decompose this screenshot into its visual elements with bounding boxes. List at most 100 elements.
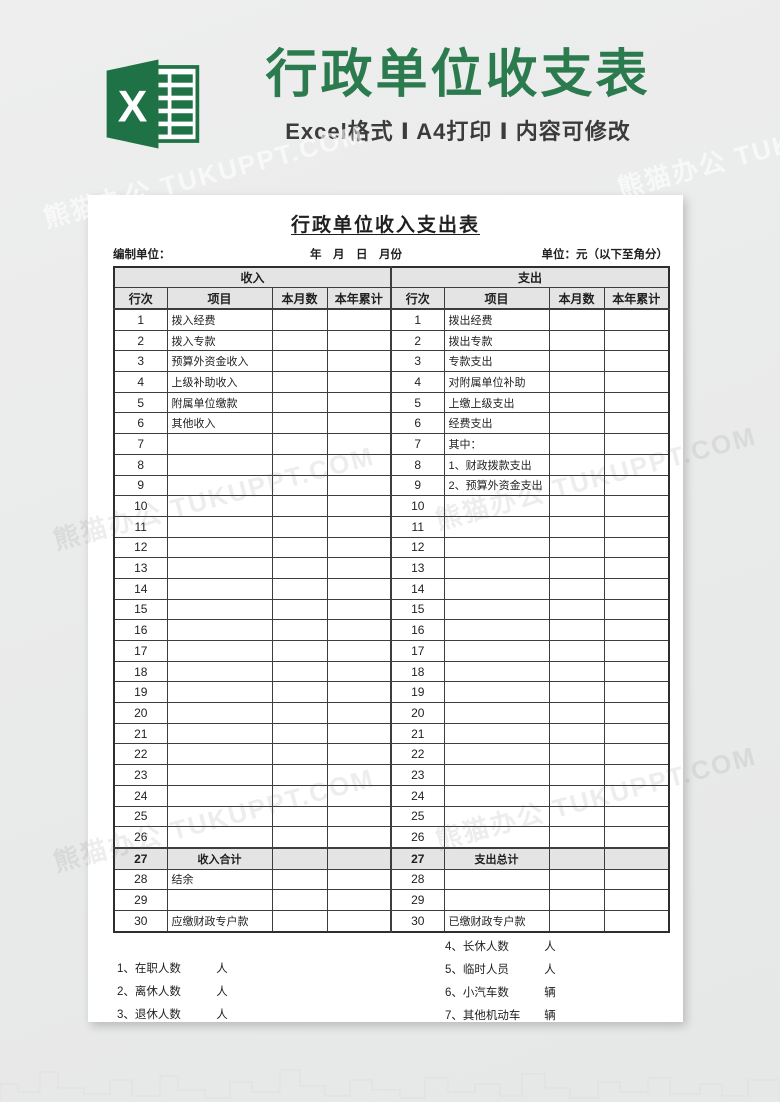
expense-ytd-cell bbox=[603, 640, 670, 662]
table-row: 18 18 bbox=[113, 660, 670, 683]
expense-month-cell bbox=[548, 702, 605, 724]
income-item-cell: 上级补助收入 bbox=[166, 371, 273, 393]
expense-month-cell bbox=[548, 764, 605, 786]
expense-section-header: 支出 bbox=[390, 266, 670, 288]
row-number-cell: 2 bbox=[113, 329, 168, 352]
row-number-cell: 14 bbox=[390, 577, 445, 600]
income-month-cell bbox=[271, 784, 328, 807]
table-row: 21 21 bbox=[113, 722, 670, 745]
income-month-cell bbox=[271, 536, 328, 559]
row-number-cell: 28 bbox=[113, 868, 168, 891]
expense-month-cell bbox=[548, 350, 605, 373]
expense-ytd-cell bbox=[603, 722, 670, 745]
table-row: 11 11 bbox=[113, 515, 670, 538]
expense-ytd-cell bbox=[603, 433, 670, 455]
table-row: 16 16 bbox=[113, 619, 670, 641]
expense-item-cell: 拨出经费 bbox=[443, 308, 550, 331]
expense-ytd-cell bbox=[603, 329, 670, 352]
income-month-cell bbox=[271, 577, 328, 600]
expense-ytd-cell bbox=[603, 515, 670, 538]
table-row: 28 结余 28 bbox=[113, 868, 670, 891]
expense-item-cell: 2、预算外资金支出 bbox=[443, 474, 550, 497]
income-item-cell bbox=[166, 805, 273, 828]
expense-item-cell bbox=[443, 640, 550, 662]
table-row: 23 23 bbox=[113, 764, 670, 786]
income-item-cell bbox=[166, 640, 273, 662]
footnote: 6、小汽车数 辆 bbox=[445, 982, 556, 1005]
income-item-cell bbox=[166, 889, 273, 911]
income-item-cell: 拨入经费 bbox=[166, 308, 273, 331]
banner-subtitle: Excel格式 Ⅰ A4打印 Ⅰ 内容可修改 bbox=[285, 119, 631, 145]
income-month-cell bbox=[271, 764, 328, 786]
expense-month-cell bbox=[548, 577, 605, 600]
income-ytd-cell bbox=[326, 640, 392, 662]
expense-ytd-cell bbox=[603, 764, 670, 786]
income-item-cell: 收入合计 bbox=[166, 846, 273, 870]
income-ytd-cell bbox=[326, 557, 392, 579]
income-ytd-cell bbox=[326, 515, 392, 538]
income-month-cell bbox=[271, 619, 328, 641]
row-number-cell: 14 bbox=[113, 577, 168, 600]
expense-ytd-cell bbox=[603, 889, 670, 911]
expense-month-cell bbox=[548, 557, 605, 579]
footnote: 7、其他机动车 辆 bbox=[445, 1005, 556, 1028]
expense-item-cell bbox=[443, 722, 550, 745]
row-number-cell: 20 bbox=[113, 702, 168, 724]
expense-ytd-cell bbox=[603, 909, 670, 933]
footnotes-left: 1、在职人数 人 2、离休人数 人 3、退休人数 人 bbox=[117, 958, 228, 1027]
row-number-cell: 11 bbox=[390, 515, 445, 538]
expense-item-cell bbox=[443, 889, 550, 911]
expense-ytd-cell bbox=[603, 350, 670, 373]
expense-month-cell bbox=[548, 536, 605, 559]
expense-month-cell bbox=[548, 909, 605, 933]
income-item-cell: 预算外资金收入 bbox=[166, 350, 273, 373]
row-number-cell: 10 bbox=[390, 495, 445, 517]
income-ytd-cell bbox=[326, 495, 392, 517]
income-section-header: 收入 bbox=[113, 266, 392, 288]
row-number-cell: 29 bbox=[390, 889, 445, 911]
footnote-label: 1、在职人数 bbox=[117, 962, 181, 975]
income-ytd-cell bbox=[326, 453, 392, 476]
expense-month-cell bbox=[548, 453, 605, 476]
income-month-cell bbox=[271, 681, 328, 704]
expense-ytd-cell bbox=[603, 681, 670, 704]
column-header-row: 行次 项目 本月数 本年累计 行次 项目 本月数 本年累计 bbox=[113, 287, 670, 310]
table-row: 1 拨入经费 1 拨出经费 bbox=[113, 308, 670, 331]
income-month-cell bbox=[271, 722, 328, 745]
expense-month-cell bbox=[548, 474, 605, 497]
income-ytd-cell bbox=[326, 889, 392, 911]
table-row: 29 29 bbox=[113, 889, 670, 911]
row-number-cell: 13 bbox=[113, 557, 168, 579]
table-row: 22 22 bbox=[113, 743, 670, 766]
expense-ytd-cell bbox=[603, 557, 670, 579]
income-ytd-cell bbox=[326, 868, 392, 891]
footnote-unit: 人 bbox=[216, 985, 228, 998]
income-month-cell bbox=[271, 889, 328, 911]
income-ytd-cell bbox=[326, 846, 392, 870]
col-header-item: 项目 bbox=[166, 287, 273, 310]
section-header-row: 收入 支出 bbox=[113, 266, 670, 288]
row-number-cell: 18 bbox=[390, 660, 445, 683]
row-number-cell: 22 bbox=[390, 743, 445, 766]
expense-item-cell: 已缴财政专户款 bbox=[443, 909, 550, 933]
row-number-cell: 8 bbox=[390, 453, 445, 476]
expense-ytd-cell bbox=[603, 784, 670, 807]
income-month-cell bbox=[271, 805, 328, 828]
row-number-cell: 21 bbox=[390, 722, 445, 745]
row-number-cell: 18 bbox=[113, 660, 168, 683]
table-row: 10 10 bbox=[113, 495, 670, 517]
table-row: 30 应缴财政专户款 30 已缴财政专户款 bbox=[113, 909, 670, 933]
row-number-cell: 17 bbox=[113, 640, 168, 662]
income-month-cell bbox=[271, 846, 328, 870]
income-item-cell: 附属单位缴款 bbox=[166, 391, 273, 414]
expense-ytd-cell bbox=[603, 308, 670, 331]
summary-row: 27 收入合计 27 支出总计 bbox=[113, 846, 670, 870]
income-item-cell bbox=[166, 764, 273, 786]
income-month-cell bbox=[271, 433, 328, 455]
row-number-cell: 16 bbox=[113, 619, 168, 641]
row-number-cell: 27 bbox=[113, 846, 168, 870]
expense-ytd-cell bbox=[603, 474, 670, 497]
income-item-cell bbox=[166, 722, 273, 745]
income-item-cell bbox=[166, 536, 273, 559]
expense-ytd-cell bbox=[603, 453, 670, 476]
